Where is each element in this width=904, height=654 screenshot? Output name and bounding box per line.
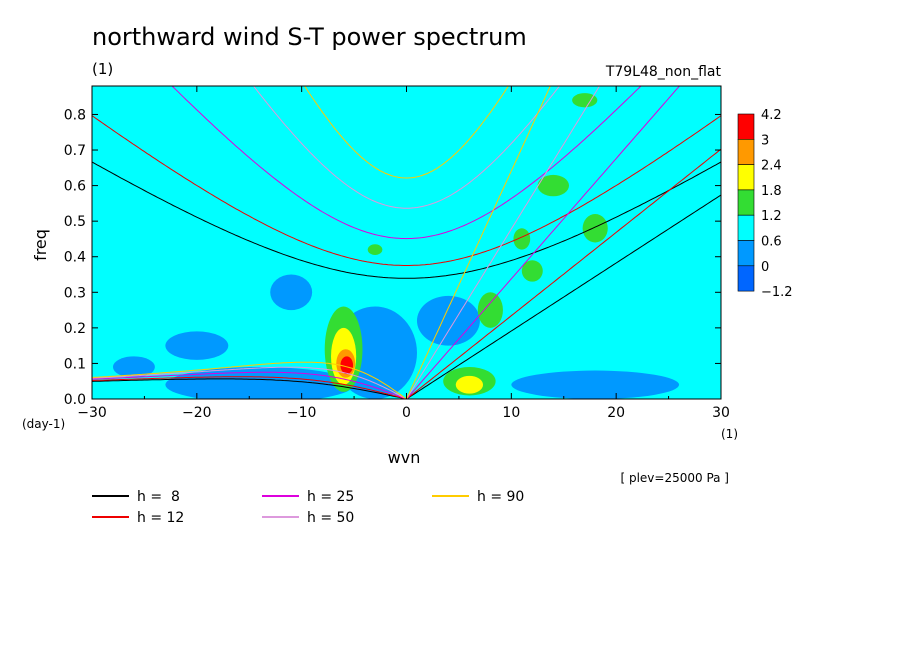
- y-tick-label: 0.7: [64, 143, 86, 159]
- inertia-gravity-curve-h90: [304, 86, 509, 179]
- contour-region-13: [513, 228, 531, 250]
- x-tick-label: −10: [287, 405, 317, 421]
- colorbar-label: 0: [761, 260, 769, 275]
- inertia-gravity-curve-h8: [92, 161, 721, 279]
- y-tick-label: 0.4: [64, 250, 86, 266]
- legend-label: h = 90: [477, 489, 524, 505]
- y-axis-ticks: 0.0 0.1 0.2 0.3 0.4 0.5 0.6 0.7 0.8: [64, 107, 721, 408]
- kelvin-curve-h25: [406, 86, 681, 399]
- inertia-gravity-curve-h25: [171, 86, 642, 240]
- legend-label: h = 12: [137, 510, 184, 526]
- y-tick-label: 0.5: [64, 214, 86, 230]
- colorbar-label: −1.2: [761, 285, 793, 300]
- rossby-curve-h12: [92, 376, 407, 399]
- x-tick-label: 0: [402, 405, 411, 421]
- colorbar-swatch: [737, 214, 755, 241]
- plev-annotation: [ plev=25000 Pa ]: [620, 471, 729, 485]
- x-tick-label: 20: [607, 405, 625, 421]
- colorbar-swatch: [737, 189, 755, 216]
- contour-region-2: [165, 331, 229, 360]
- contour-region-14: [367, 244, 383, 255]
- x-tick-label: −20: [182, 405, 212, 421]
- inertia-gravity-curve-h12: [92, 115, 721, 266]
- x-tick-label: −30: [77, 405, 107, 421]
- contour-region-11: [521, 260, 543, 282]
- legend-label: h = 50: [307, 510, 354, 526]
- contour-region-5: [511, 370, 680, 399]
- contour-region-12: [477, 292, 503, 328]
- legend-label: h = 25: [307, 489, 354, 505]
- chart-title: northward wind S-T power spectrum: [92, 23, 527, 51]
- y-tick-label: 0.0: [64, 392, 86, 408]
- colorbar-swatch: [737, 240, 755, 267]
- legend-label: h = 8: [137, 489, 180, 505]
- contour-region-4: [112, 356, 155, 378]
- legend: h = 8 h = 12 h = 25 h = 50 h = 90: [92, 489, 524, 526]
- y-tick-label: 0.1: [64, 356, 86, 372]
- y-tick-label: 0.2: [64, 321, 86, 337]
- dispersion-curves: [92, 86, 721, 399]
- colorbar-label: 4.2: [761, 108, 782, 123]
- y-tick-label: 0.6: [64, 179, 86, 195]
- kelvin-curve-h12: [406, 148, 721, 399]
- kelvin-curve-h8: [406, 194, 721, 399]
- x-axis-ticks: −30 −20 −10 0 10 20 30: [77, 86, 730, 421]
- contour-region-6: [416, 295, 480, 346]
- kelvin-curve-h50: [406, 86, 601, 399]
- x-axis-unit: (1): [721, 427, 738, 441]
- colorbar: 4.2 3 2.4 1.8 1.2 0.6 0 −1.2: [737, 108, 793, 300]
- contour-region-19: [340, 356, 354, 375]
- rossby-curve-h90: [92, 361, 407, 399]
- contour-regions: [112, 93, 680, 399]
- contour-region-17: [455, 375, 484, 394]
- colorbar-label: 2.4: [761, 159, 782, 174]
- contour-region-10: [582, 214, 608, 243]
- contour-region-15: [572, 93, 598, 108]
- contour-region-9: [537, 174, 569, 197]
- y-tick-label: 0.3: [64, 285, 86, 301]
- contour-region-3: [270, 274, 313, 311]
- kelvin-curve-h90: [406, 86, 551, 399]
- rossby-curve-h25: [92, 371, 407, 399]
- y-axis-unit: (day-1): [22, 417, 65, 431]
- y-axis-label: freq: [31, 229, 50, 261]
- y-tick-label: 0.8: [64, 107, 86, 123]
- inertia-gravity-curve-h50: [252, 86, 561, 209]
- colorbar-swatch: [737, 139, 755, 165]
- x-tick-label: 10: [502, 405, 520, 421]
- colorbar-label: 3: [761, 133, 769, 148]
- chart-subtitle-right: T79L48_non_flat: [605, 64, 722, 80]
- x-tick-label: 30: [712, 405, 730, 421]
- colorbar-label: 0.6: [761, 235, 782, 250]
- colorbar-label: 1.2: [761, 209, 782, 224]
- x-axis-label: wvn: [388, 448, 421, 467]
- contour-region-1: [165, 366, 355, 399]
- rossby-curve-h8: [92, 378, 407, 399]
- colorbar-swatch: [737, 265, 755, 292]
- plot-area: [91, 85, 722, 400]
- colorbar-swatch: [737, 164, 755, 191]
- colorbar-label: 1.8: [761, 184, 782, 199]
- rossby-curve-h50: [92, 366, 407, 399]
- colorbar-swatch: [737, 113, 755, 140]
- chart-subtitle-left: (1): [92, 60, 113, 78]
